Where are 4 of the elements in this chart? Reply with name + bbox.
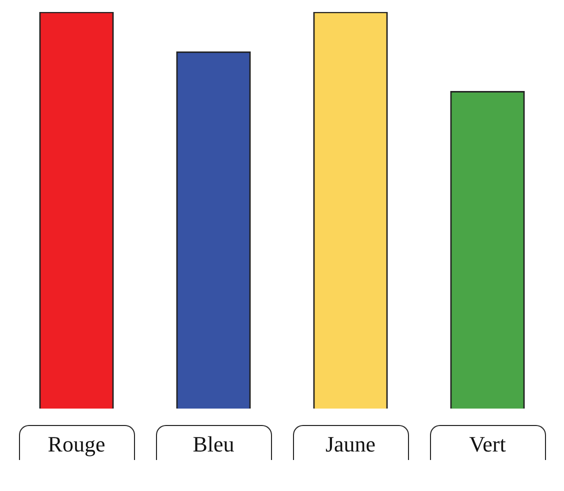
- x-tick-label: Jaune: [325, 432, 376, 457]
- x-tick-label: Bleu: [192, 432, 234, 457]
- x-tick-label: Rouge: [48, 432, 106, 457]
- x-tick-label: Vert: [469, 432, 506, 457]
